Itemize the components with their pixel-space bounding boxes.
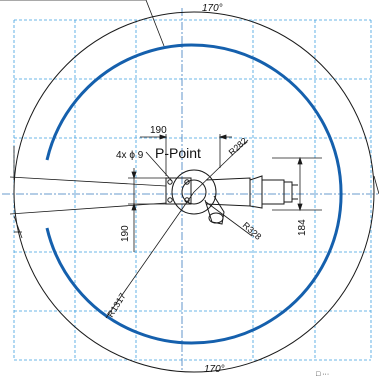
radius-leaders bbox=[105, 139, 253, 319]
dim-base-height-label: 190 bbox=[120, 225, 131, 242]
dim-base-width-label: 190 bbox=[150, 125, 167, 136]
robot-arm bbox=[204, 175, 298, 225]
radius-inner-label: R282 bbox=[227, 136, 250, 158]
radius-work-label: R1317 bbox=[105, 291, 128, 319]
angle-bottom-label: 170° bbox=[204, 364, 225, 375]
base-dimension-lines bbox=[128, 134, 232, 252]
robot-base bbox=[165, 169, 217, 215]
work-area-arc bbox=[45, 43, 343, 345]
hole-spec-label: 4x ϕ 9 bbox=[116, 150, 144, 161]
radius-side-label: R328 bbox=[241, 220, 264, 242]
angle-top-label: 170° bbox=[202, 3, 223, 14]
grid bbox=[13, 19, 372, 361]
dim-wrist-label: 184 bbox=[297, 219, 308, 236]
outer-envelope-circle bbox=[13, 11, 375, 373]
p-point-label: P-Point bbox=[155, 145, 201, 161]
corner-fragment-label: □ ··· bbox=[316, 371, 329, 377]
leader-lines bbox=[0, 0, 167, 239]
arm-dimension-lines bbox=[272, 156, 379, 212]
